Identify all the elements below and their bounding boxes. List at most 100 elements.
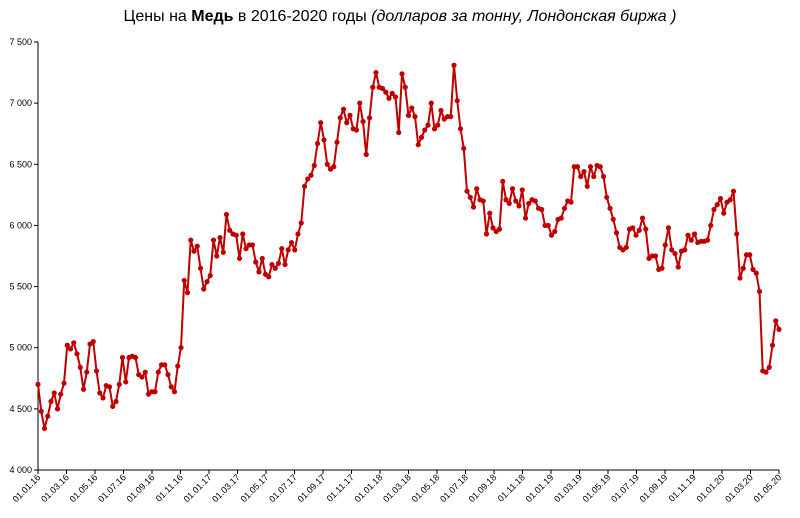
- data-point: [467, 194, 473, 200]
- data-point: [207, 272, 213, 279]
- data-point: [438, 107, 444, 114]
- data-point: [428, 100, 434, 106]
- data-point: [197, 265, 204, 271]
- data-point: [682, 247, 688, 253]
- data-point: [737, 275, 743, 281]
- data-point: [344, 120, 350, 126]
- data-point: [54, 406, 61, 412]
- data-point: [90, 339, 96, 345]
- data-point: [41, 425, 48, 432]
- data-point: [165, 372, 171, 378]
- data-point: [318, 120, 324, 126]
- data-point: [191, 248, 197, 254]
- data-point: [561, 205, 568, 211]
- data-point: [734, 231, 740, 237]
- data-point: [399, 71, 405, 77]
- data-point: [483, 231, 490, 237]
- data-point: [548, 232, 555, 238]
- data-point: [591, 173, 597, 180]
- y-tick-label: 6 000: [9, 220, 32, 230]
- data-point: [480, 198, 486, 204]
- data-point: [652, 253, 659, 259]
- data-point: [425, 122, 431, 128]
- x-tick-label: 01.11.19: [667, 472, 698, 503]
- data-point: [373, 69, 379, 76]
- y-tick-label: 7 500: [9, 37, 32, 47]
- data-point: [61, 380, 67, 386]
- data-point: [48, 398, 54, 405]
- data-point: [116, 381, 122, 387]
- y-tick-label: 6 500: [9, 159, 32, 169]
- x-tick-label: 01.03.17: [210, 472, 242, 504]
- data-point: [506, 200, 512, 207]
- data-point: [636, 227, 642, 233]
- data-point: [97, 390, 103, 396]
- x-tick-label: 01.09.16: [125, 472, 157, 504]
- data-point: [669, 247, 675, 253]
- data-point: [253, 259, 259, 265]
- data-point: [292, 247, 298, 253]
- data-point: [357, 100, 363, 106]
- data-point: [513, 198, 519, 204]
- x-tick-label: 01.01.18: [353, 472, 385, 504]
- data-point: [659, 265, 665, 271]
- data-point: [71, 340, 77, 346]
- data-point: [665, 225, 672, 231]
- y-tick-label: 5 000: [9, 343, 32, 353]
- data-point: [769, 342, 776, 348]
- data-point: [558, 215, 564, 221]
- data-point: [201, 286, 207, 292]
- data-point: [526, 200, 532, 207]
- data-point: [662, 242, 668, 248]
- y-tick-label: 5 500: [9, 282, 32, 292]
- chart-axes: [34, 41, 780, 474]
- data-point: [272, 265, 278, 271]
- data-point: [721, 210, 727, 216]
- data-point: [67, 346, 74, 352]
- data-point: [139, 374, 145, 380]
- data-point: [106, 384, 113, 390]
- data-point: [308, 172, 314, 178]
- data-point: [288, 239, 295, 246]
- data-point: [184, 290, 191, 296]
- data-point: [266, 274, 272, 280]
- y-axis-labels: 4 000 4 500 5 000 5 500 6 000 6 500 7 000 7 500: [9, 37, 32, 475]
- data-point: [643, 226, 649, 232]
- x-tick-label: 01.05.19: [581, 472, 613, 504]
- data-point: [457, 126, 464, 132]
- data-point: [672, 250, 678, 257]
- data-point: [688, 237, 694, 243]
- data-point: [155, 369, 161, 375]
- data-point: [396, 129, 402, 136]
- y-tick-label: 7 000: [9, 98, 32, 108]
- data-point: [630, 225, 636, 231]
- x-tick-label: 01.03.18: [381, 472, 413, 504]
- data-point: [282, 261, 288, 268]
- data-point: [347, 112, 353, 118]
- data-point: [581, 169, 587, 175]
- x-tick-label: 01.05.16: [68, 472, 100, 504]
- data-point: [509, 186, 516, 192]
- data-point: [776, 326, 782, 332]
- x-tick-label: 01.05.17: [239, 472, 271, 504]
- data-point: [623, 244, 629, 251]
- x-tick-label: 01.07.19: [609, 472, 641, 504]
- data-point: [178, 345, 184, 351]
- data-point: [431, 126, 438, 132]
- data-point: [366, 115, 373, 121]
- data-point: [256, 269, 262, 275]
- data-point: [152, 389, 158, 395]
- data-point: [704, 237, 711, 243]
- data-point: [773, 318, 779, 324]
- data-point: [233, 232, 239, 238]
- title-metal: Медь: [191, 8, 234, 25]
- data-point: [331, 164, 337, 170]
- y-tick-label: 4 500: [9, 404, 32, 414]
- plot-area: [35, 62, 782, 432]
- data-point: [223, 211, 230, 218]
- data-point: [305, 176, 311, 182]
- data-point: [123, 379, 129, 385]
- data-point: [363, 151, 369, 158]
- data-point: [162, 362, 168, 368]
